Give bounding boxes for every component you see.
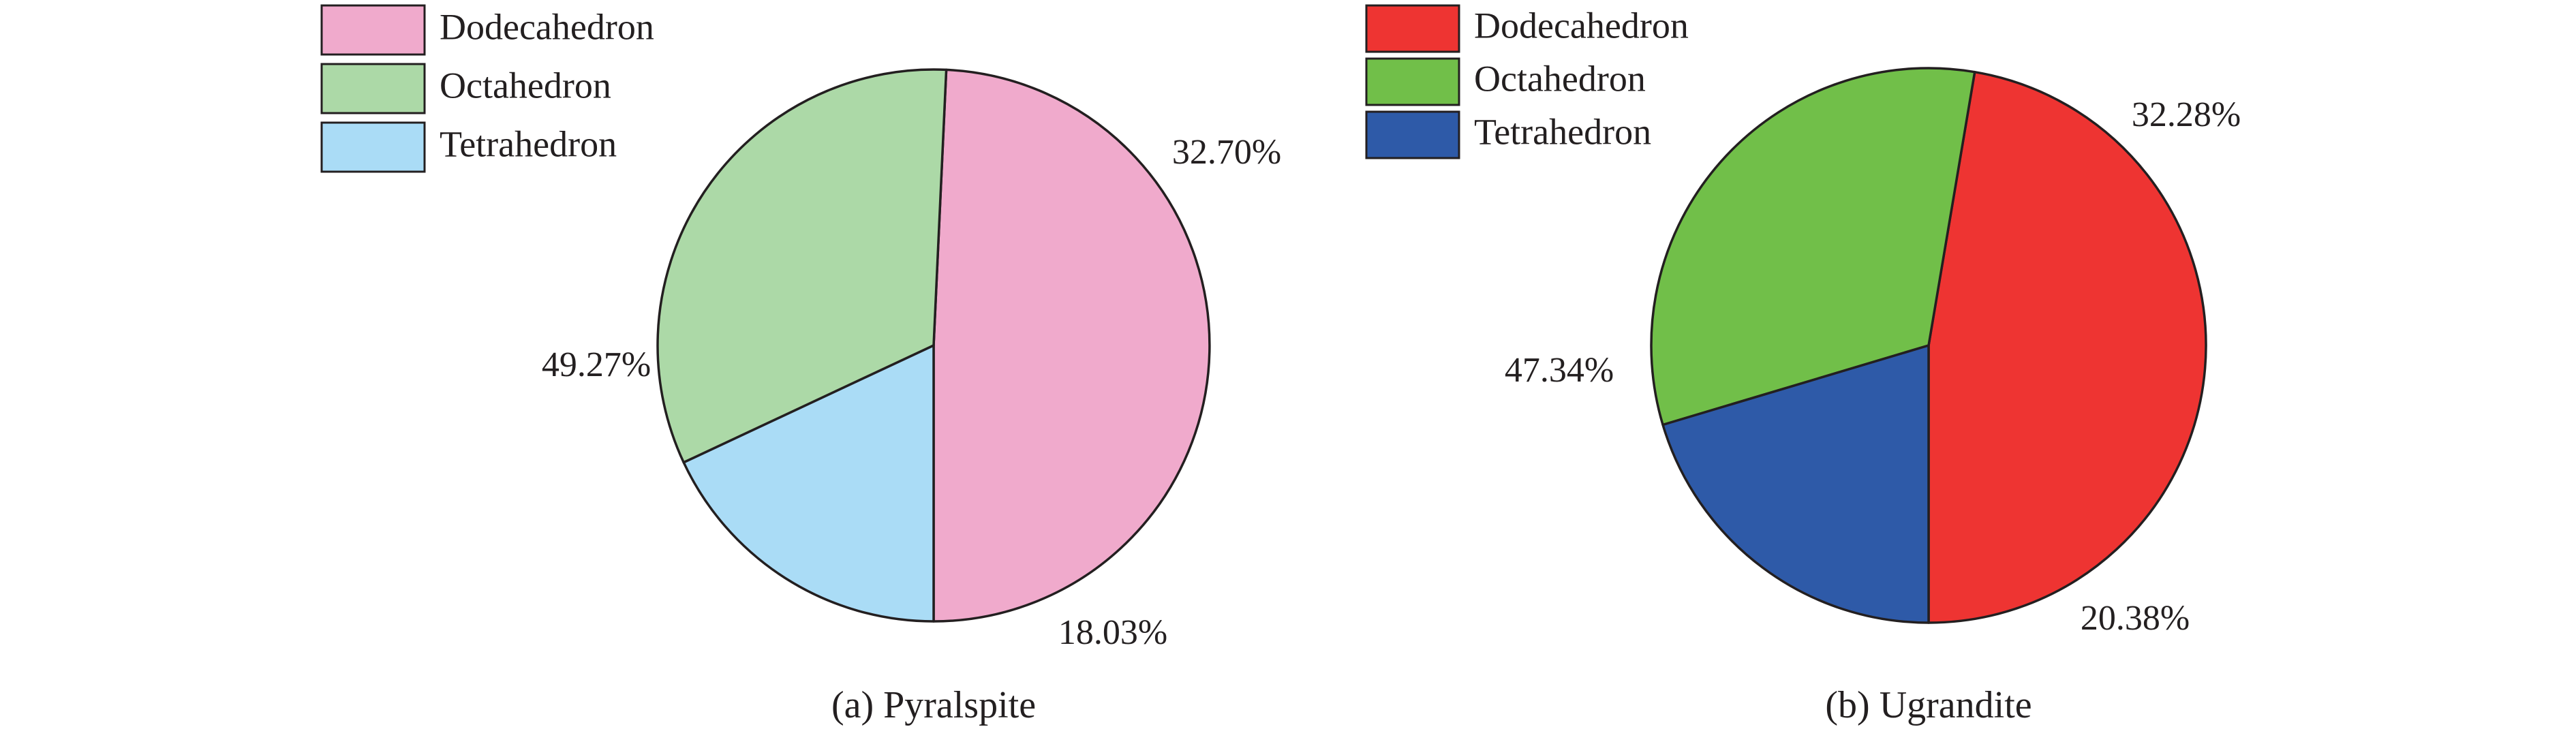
chart-b-legend-label-tetrahedron: Tetrahedron (1474, 111, 1651, 152)
chart-b-slice-dodecahedron (1927, 70, 2207, 624)
chart-a-legend-label-dodecahedron: Dodecahedron (440, 6, 654, 47)
chart-a-legend: Dodecahedron Octahedron Tetrahedron (320, 4, 654, 173)
chart-a-legend-label-tetrahedron: Tetrahedron (440, 123, 617, 164)
chart-b-legend: Dodecahedron Octahedron Tetrahedron (1365, 4, 1689, 159)
chart-b-slices (1650, 67, 2207, 624)
chart-a-legend-swatch-tetrahedron (320, 121, 426, 173)
chart-a-legend-swatch-octahedron (320, 63, 426, 114)
chart-a-slices (656, 68, 1211, 623)
chart-a-slice-dodecahedron (932, 68, 1211, 623)
chart-b-legend-label-dodecahedron: Dodecahedron (1474, 5, 1689, 46)
chart-a-title: (a) Pyralspite (831, 684, 1036, 726)
chart-a-label-tetrahedron: 18.03% (1058, 613, 1167, 652)
chart-a: 49.27% 32.70% 18.03% Dodecahedron Octahe… (320, 4, 1281, 726)
chart-b-slice-tetrahedron (1661, 344, 1930, 624)
chart-b-legend-swatch-octahedron (1365, 57, 1460, 106)
chart-a-label-octahedron: 32.70% (1172, 133, 1281, 172)
chart-a-slice-tetrahedron (682, 344, 935, 623)
chart-b-title: (b) Ugrandite (1825, 684, 2031, 726)
chart-b-label-tetrahedron: 20.38% (2081, 599, 2190, 638)
chart-b-slice-octahedron (1650, 67, 1976, 427)
chart-b-label-dodecahedron: 47.34% (1505, 351, 1614, 390)
chart-a-slice-octahedron (656, 68, 948, 464)
chart-b-label-octahedron: 32.28% (2132, 95, 2241, 134)
chart-a-legend-label-octahedron: Octahedron (440, 65, 611, 106)
chart-b-legend-swatch-dodecahedron (1365, 4, 1460, 53)
chart-a-label-dodecahedron: 49.27% (542, 345, 651, 384)
chart-b-legend-swatch-tetrahedron (1365, 110, 1460, 159)
chart-b: 47.34% 32.28% 20.38% Dodecahedron Octahe… (1365, 4, 2241, 726)
chart-a-legend-swatch-dodecahedron (320, 4, 426, 56)
chart-b-legend-label-octahedron: Octahedron (1474, 58, 1646, 99)
